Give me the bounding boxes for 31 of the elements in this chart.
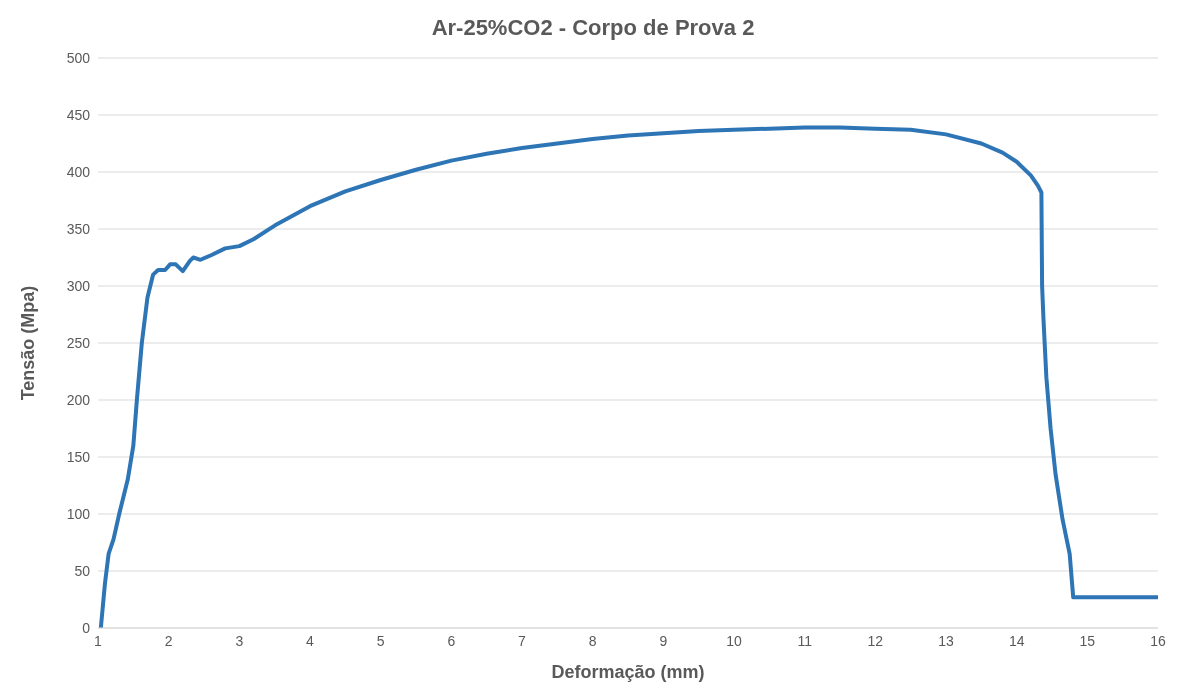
- y-tick-label: 100: [66, 505, 91, 522]
- x-tick-label: 6: [447, 632, 456, 649]
- x-tick-label: 14: [1008, 632, 1025, 649]
- y-tick-label: 200: [66, 391, 91, 408]
- y-tick-label: 450: [66, 106, 91, 123]
- y-tick-label: 250: [66, 334, 91, 351]
- x-tick-label: 16: [1150, 632, 1166, 649]
- y-tick-label: 50: [74, 562, 91, 579]
- x-tick-label: 9: [659, 632, 668, 649]
- x-tick-label: 1: [94, 632, 103, 649]
- x-tick-label: 2: [164, 632, 173, 649]
- x-axis-title: Deformação (mm): [551, 662, 705, 682]
- y-tick-label: 500: [66, 49, 91, 66]
- x-tick-label: 4: [306, 632, 315, 649]
- y-tick-label: 0: [82, 619, 91, 636]
- x-tick-label: 15: [1079, 632, 1096, 649]
- x-tick-label: 10: [726, 632, 742, 649]
- x-tick-label: 7: [518, 632, 527, 649]
- x-tick-label: 13: [938, 632, 954, 649]
- chart-title: Ar-25%CO2 - Corpo de Prova 2: [430, 14, 756, 42]
- y-axis-title: Tensão (Mpa): [18, 285, 39, 401]
- y-tick-label: 150: [66, 448, 91, 465]
- x-tick-label: 12: [867, 632, 884, 649]
- x-tick-label: 3: [235, 632, 244, 649]
- x-tick-label: 8: [588, 632, 597, 649]
- x-tick-label: 11: [797, 632, 813, 649]
- y-tick-label: 300: [66, 277, 91, 294]
- x-tick-label: 5: [376, 632, 385, 649]
- line-series: [98, 125, 1158, 628]
- y-tick-label: 350: [66, 220, 91, 237]
- y-tick-label: 400: [66, 163, 91, 180]
